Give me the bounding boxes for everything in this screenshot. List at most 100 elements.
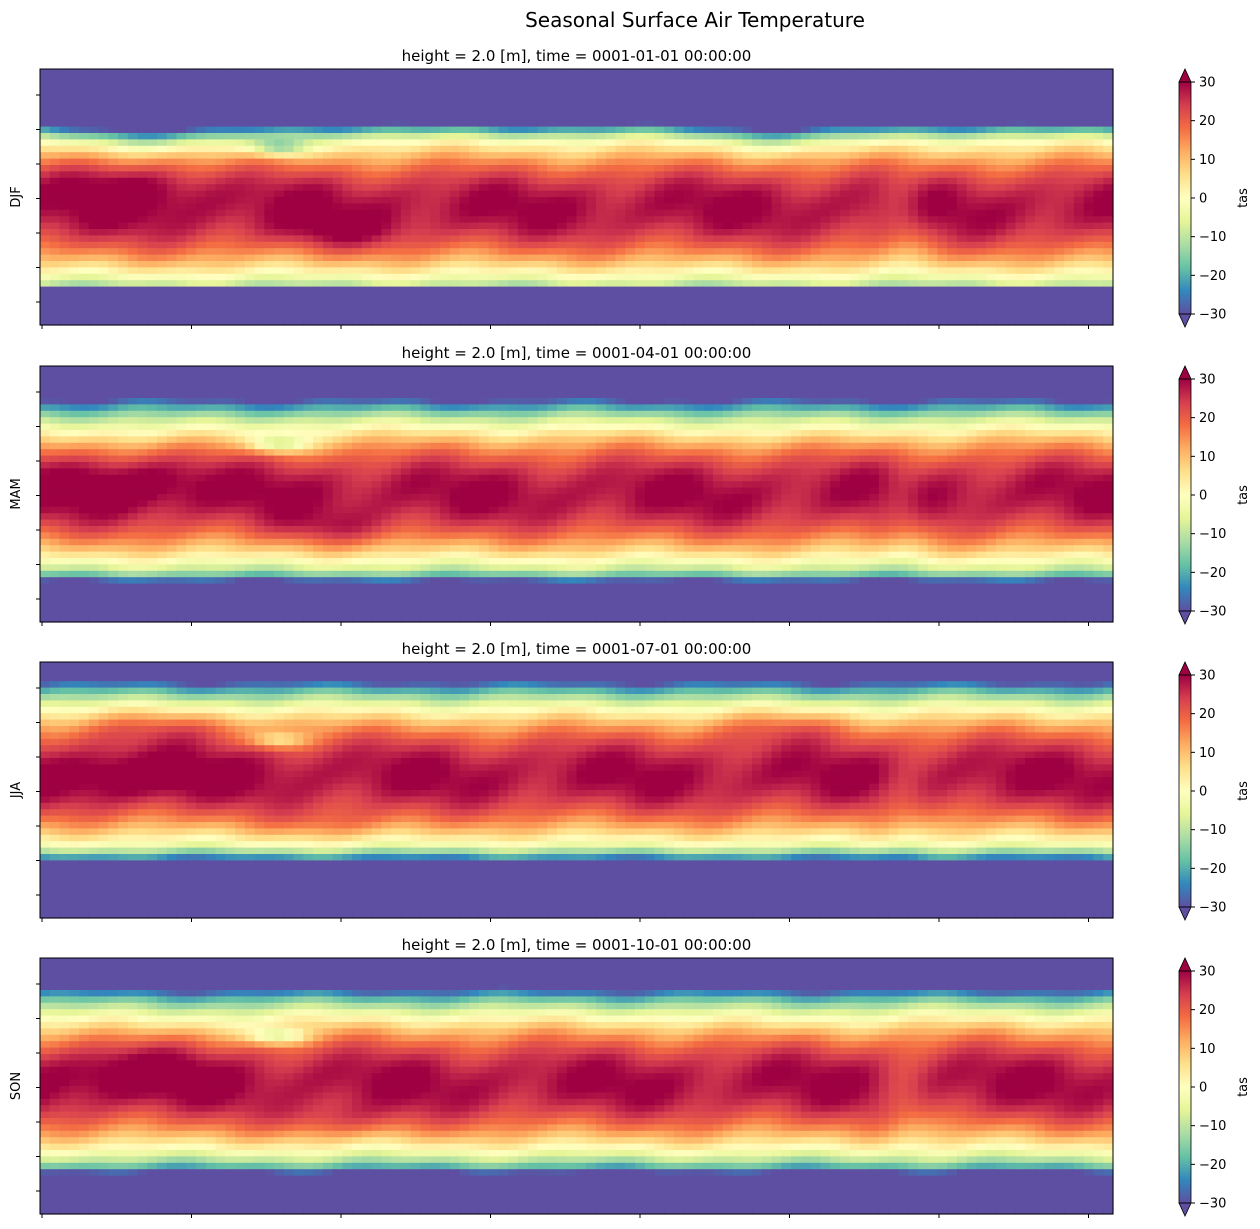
heatmap-cell	[176, 286, 187, 294]
heatmap-cell	[888, 293, 899, 300]
heatmap-cell	[917, 171, 929, 179]
heatmap-cell	[235, 261, 246, 268]
heatmap-cell	[703, 280, 714, 288]
heatmap-cell	[332, 177, 343, 185]
heatmap-cell	[176, 305, 187, 313]
heatmap-cell	[752, 241, 763, 249]
heatmap-cell	[664, 139, 675, 147]
heatmap-cell	[1015, 171, 1026, 179]
heatmap-cell	[683, 113, 695, 121]
heatmap-cell	[752, 171, 763, 179]
heatmap-cell	[761, 372, 773, 380]
heatmap-cell	[361, 385, 373, 393]
heatmap-cell	[371, 235, 382, 243]
heatmap-cell	[917, 184, 929, 192]
heatmap-cell	[527, 216, 539, 224]
heatmap-cell	[313, 299, 324, 307]
heatmap-cell	[898, 197, 909, 204]
heatmap-cell	[839, 101, 851, 108]
heatmap-cell	[508, 280, 519, 288]
heatmap-cell	[274, 280, 285, 288]
heatmap-cell	[556, 280, 568, 288]
heatmap-cell	[127, 107, 139, 115]
heatmap-cell	[752, 197, 763, 204]
heatmap-cell	[1083, 385, 1095, 393]
heatmap-cell	[361, 145, 373, 153]
heatmap-cell	[49, 75, 61, 83]
heatmap-cell	[283, 254, 295, 262]
heatmap-cell	[800, 165, 812, 172]
heatmap-cell	[596, 299, 607, 307]
heatmap-cell	[742, 378, 753, 386]
heatmap-cell	[108, 254, 119, 262]
heatmap-cell	[420, 366, 431, 373]
heatmap-cell	[703, 101, 714, 108]
heatmap-cell	[527, 158, 539, 166]
heatmap-cell	[547, 101, 558, 108]
heatmap-cell	[800, 222, 812, 230]
heatmap-cell	[254, 378, 265, 386]
heatmap-cell	[235, 299, 246, 307]
heatmap-cell	[576, 165, 587, 172]
heatmap-cell	[264, 372, 275, 380]
heatmap-cell	[644, 391, 656, 399]
heatmap-cell	[303, 299, 314, 307]
heatmap-cell	[830, 318, 841, 326]
heatmap-cell	[625, 241, 636, 249]
heatmap-cell	[596, 391, 607, 399]
heatmap-cell	[303, 203, 314, 211]
heatmap-cell	[674, 145, 685, 153]
heatmap-cell	[693, 197, 704, 204]
heatmap-cell	[644, 145, 656, 153]
heatmap-cell	[274, 312, 285, 320]
heatmap-cell	[625, 366, 636, 373]
heatmap-cell	[537, 385, 548, 393]
heatmap-cell	[917, 378, 929, 386]
heatmap-cell	[683, 241, 695, 249]
heatmap-cell	[752, 248, 763, 256]
heatmap-cell	[888, 94, 899, 102]
heatmap-cell	[654, 385, 665, 393]
heatmap-cell	[147, 267, 158, 275]
heatmap-cell	[791, 286, 802, 294]
heatmap-cell	[547, 133, 558, 140]
heatmap-cell	[771, 81, 782, 89]
heatmap-cell	[1034, 372, 1046, 380]
heatmap-cell	[1034, 177, 1046, 185]
heatmap-cell	[400, 107, 412, 115]
heatmap-cell	[986, 229, 997, 236]
heatmap-cell	[303, 235, 314, 243]
heatmap-cell	[313, 69, 324, 76]
heatmap-cell	[332, 366, 343, 373]
heatmap-cell	[79, 69, 90, 76]
heatmap-cell	[254, 216, 265, 224]
heatmap-cell	[683, 133, 695, 140]
heatmap-cell	[225, 391, 236, 399]
heatmap-cell	[625, 190, 636, 198]
heatmap-cell	[898, 209, 909, 217]
heatmap-cell	[313, 158, 324, 166]
heatmap-cell	[761, 184, 773, 192]
heatmap-cell	[956, 184, 968, 192]
heatmap-cell	[147, 378, 158, 386]
heatmap-cell	[771, 190, 782, 198]
heatmap-cell	[400, 171, 412, 179]
heatmap-cell	[488, 101, 500, 108]
heatmap-cell	[752, 190, 763, 198]
heatmap-cell	[947, 107, 958, 115]
heatmap-cell	[800, 152, 812, 160]
heatmap-cell	[478, 197, 490, 204]
heatmap-cell	[810, 235, 821, 243]
heatmap-cell	[761, 209, 773, 217]
heatmap-cell	[1034, 254, 1046, 262]
heatmap-cell	[1034, 126, 1046, 134]
heatmap-cell	[1093, 366, 1104, 373]
heatmap-cell	[488, 378, 500, 386]
heatmap-cell	[342, 197, 353, 204]
heatmap-cell	[478, 248, 490, 256]
heatmap-cell	[576, 75, 587, 83]
heatmap-cell	[849, 120, 860, 128]
heatmap-cell	[547, 209, 558, 217]
heatmap-cell	[137, 235, 148, 243]
heatmap-cell	[791, 241, 802, 249]
